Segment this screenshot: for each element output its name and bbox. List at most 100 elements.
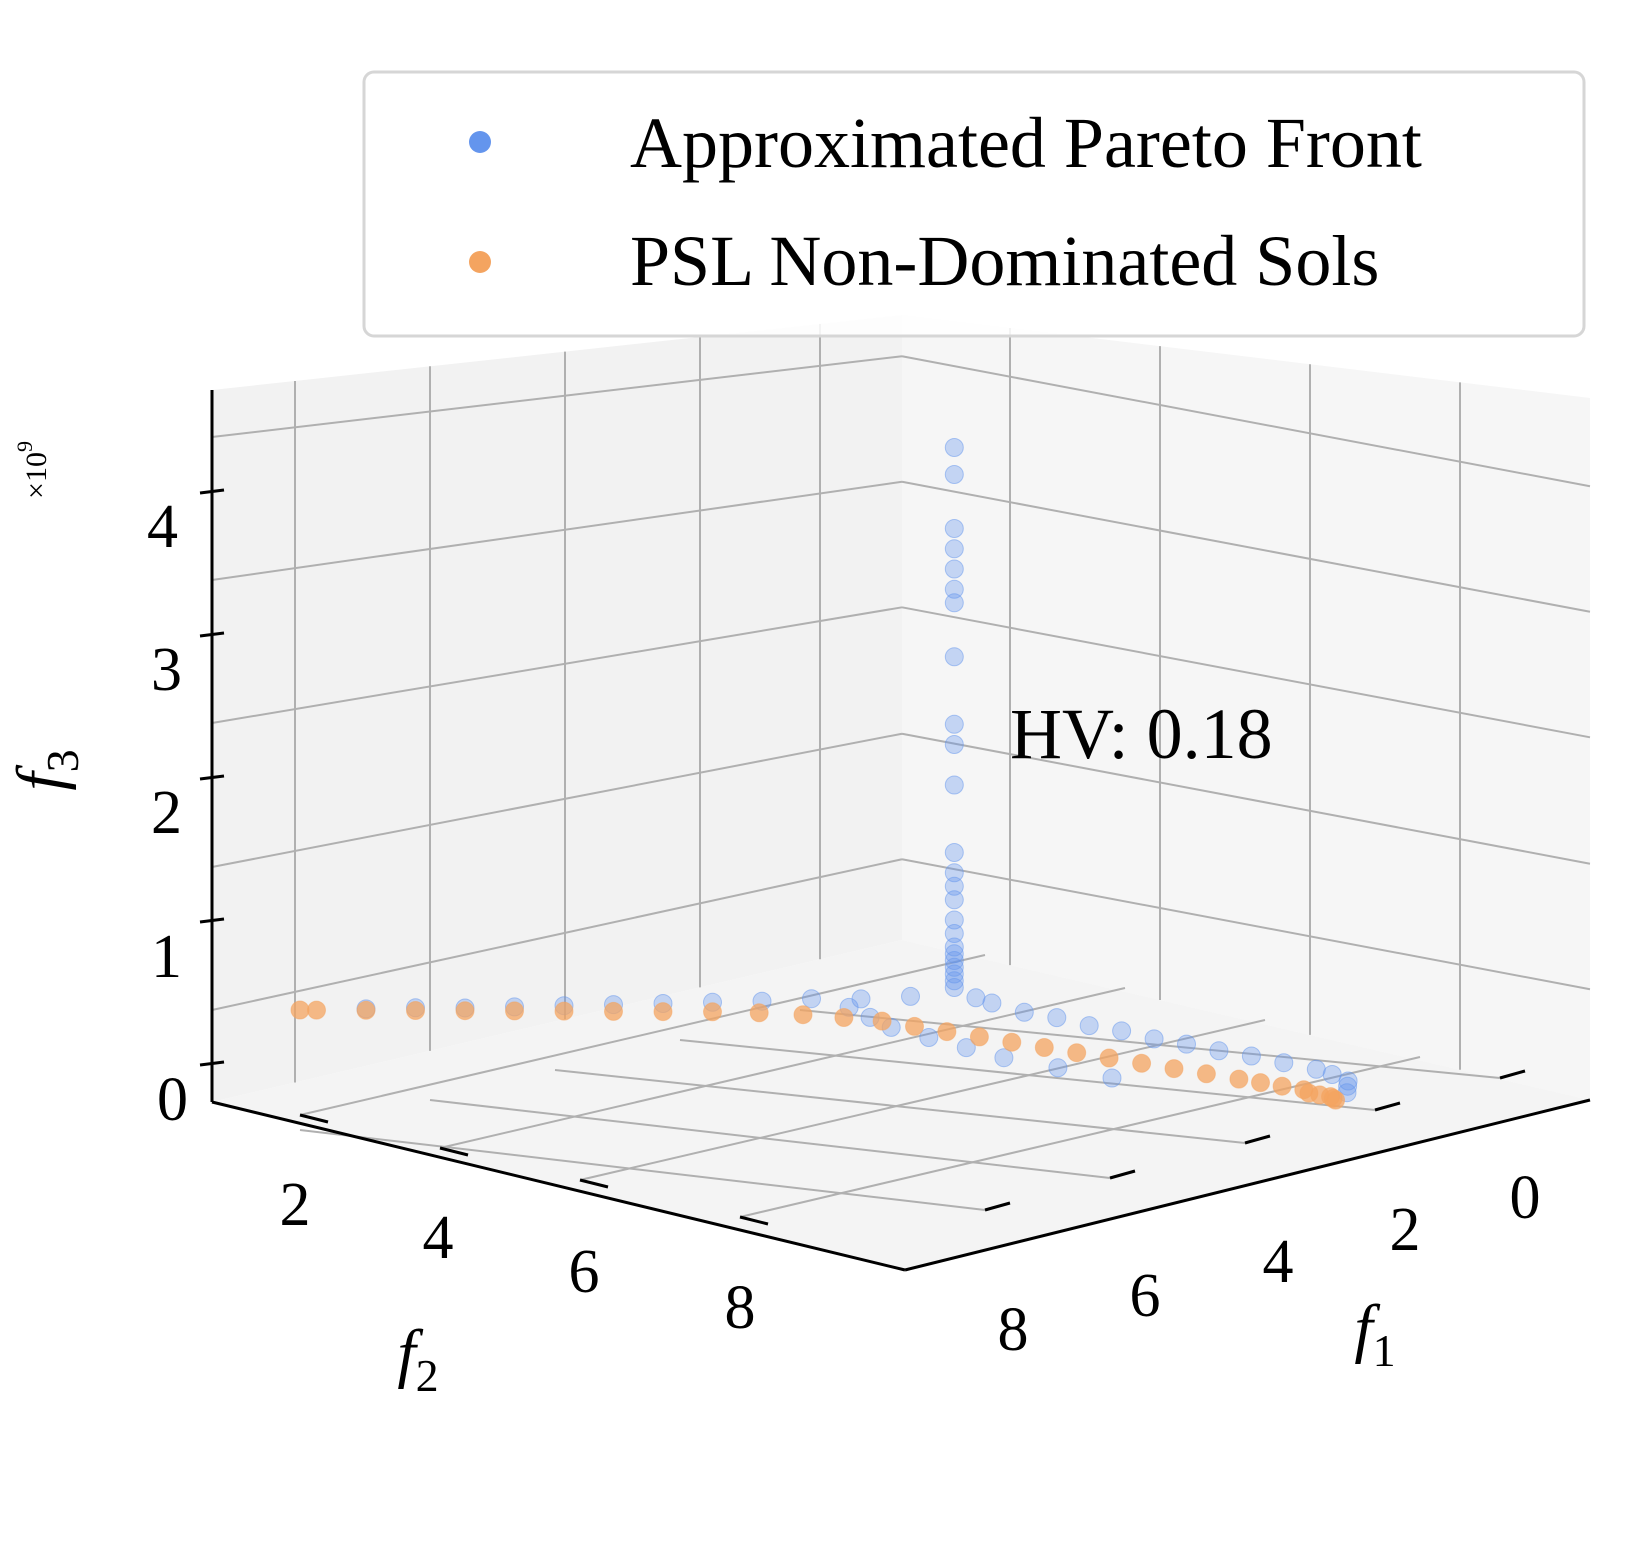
legend-marker-psl [469, 251, 491, 273]
psl-point [1132, 1053, 1152, 1073]
psl-point [1067, 1043, 1087, 1063]
y-axis-label: f2 [397, 1317, 438, 1401]
x-tick-label: 4 [1263, 1228, 1294, 1296]
y-tick-label: 8 [725, 1274, 756, 1342]
y-axis-line [211, 1100, 906, 1272]
pareto-point [944, 910, 964, 930]
pareto-point [944, 957, 964, 977]
x-tick-label: 2 [1390, 1196, 1421, 1264]
psl-point [455, 1001, 475, 1021]
gridline [211, 732, 903, 868]
pareto-point [1079, 1016, 1099, 1036]
pareto-point [982, 993, 1002, 1013]
gridline [299, 1129, 986, 1211]
pareto-point [944, 890, 964, 910]
psl-point [554, 1001, 574, 1021]
psl-point [505, 1001, 524, 1021]
z-tick [199, 631, 225, 638]
gridline [579, 1019, 1266, 1181]
z-tick-labels: 0 1 2 3 4 [147, 493, 188, 1134]
gridline [679, 1039, 1376, 1111]
pareto-point [944, 876, 964, 896]
pareto-point [1241, 1046, 1261, 1066]
grid [211, 323, 1591, 1218]
gridline [429, 1099, 1111, 1179]
pareto-point [1322, 1065, 1342, 1084]
pareto-point [944, 971, 964, 991]
x-tick [1374, 1101, 1401, 1112]
y-tick-label: 4 [423, 1204, 454, 1272]
x-tick [1499, 1069, 1526, 1080]
psl-point [703, 1002, 722, 1022]
pareto-point [956, 1038, 976, 1058]
pareto-point [944, 519, 964, 538]
x-tick-labels: 0 2 4 6 8 [998, 1164, 1541, 1364]
z-tick [199, 488, 225, 495]
pareto-point [944, 593, 964, 613]
pareto-point [944, 775, 964, 795]
pareto-point [1144, 1029, 1164, 1049]
psl-point [1034, 1038, 1054, 1057]
pareto-point [944, 944, 964, 964]
psl-point [834, 1008, 854, 1027]
pareto-point [944, 539, 964, 559]
psl-point [969, 1027, 989, 1047]
z-tick-label: 4 [147, 493, 178, 561]
legend-marker-pareto [469, 131, 491, 153]
pareto-point [944, 924, 964, 943]
psl-point [905, 1016, 924, 1036]
pareto-point [944, 559, 964, 579]
psl-point [290, 1000, 310, 1020]
gridline [901, 355, 1591, 488]
psl-point [1164, 1059, 1184, 1079]
psl-point [307, 1000, 326, 1020]
axes [199, 390, 1591, 1272]
psl-point [793, 1005, 813, 1025]
legend: Approximated Pareto Front PSL Non-Domina… [362, 70, 1586, 338]
pareto-point [1112, 1021, 1132, 1041]
gridline [901, 732, 1591, 865]
pareto-point [944, 579, 964, 599]
pareto-point [1177, 1034, 1196, 1054]
psl-point [1294, 1080, 1314, 1100]
pareto-point [966, 988, 986, 1008]
psl-point [872, 1011, 892, 1031]
scatter-points [290, 438, 1358, 1110]
y-tick [739, 1215, 769, 1226]
legend-label-psl: PSL Non-Dominated Sols [630, 221, 1379, 301]
pareto-point [944, 937, 964, 957]
x-tick [1244, 1134, 1271, 1145]
psl-point [604, 1001, 623, 1021]
gridline [299, 954, 986, 1116]
z-tick-label: 1 [151, 923, 182, 991]
gridline [554, 1069, 1246, 1144]
gridline [211, 355, 903, 438]
pareto-point [1306, 1059, 1326, 1079]
pareto-point [1102, 1068, 1122, 1088]
psl-point [406, 1001, 425, 1020]
z-tick-label: 3 [151, 636, 182, 704]
z-axis-multiplier: ×109 [12, 441, 53, 499]
pareto-point [1209, 1041, 1229, 1061]
psl-point [1099, 1048, 1119, 1068]
x-tick [984, 1201, 1011, 1212]
x-tick [1109, 1169, 1136, 1180]
pareto-point [1338, 1076, 1358, 1096]
pareto-point [944, 465, 964, 484]
gridline [901, 480, 1591, 613]
y-tick [299, 1113, 329, 1124]
psl-point [1196, 1064, 1216, 1084]
x-tick-label: 8 [998, 1296, 1029, 1364]
pareto-point [944, 964, 964, 984]
y-tick-label: 2 [280, 1171, 311, 1239]
z-tick [199, 774, 225, 781]
gridline [901, 606, 1591, 739]
gridline [901, 858, 1591, 991]
y-tick-labels: 2 4 6 8 [280, 1171, 756, 1342]
psl-point [1251, 1073, 1270, 1093]
pareto-point [1274, 1053, 1294, 1073]
pareto-point [994, 1048, 1014, 1068]
y-tick [579, 1178, 609, 1189]
